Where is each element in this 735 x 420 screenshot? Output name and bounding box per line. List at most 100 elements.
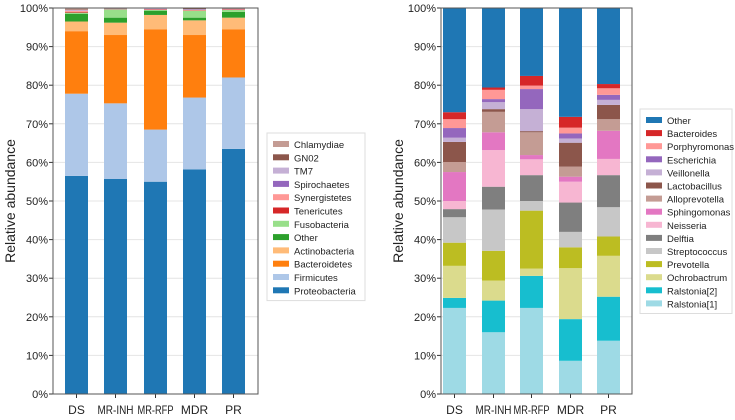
x-tick-label: MDR (181, 403, 209, 417)
bar-segment-fusobacteria (222, 9, 245, 12)
y-tick-label: 60% (414, 157, 436, 169)
bar-segment-alloprevotella (443, 162, 466, 173)
bar-segment-delftia (443, 209, 466, 218)
bar-segment-other (520, 8, 543, 76)
bar-segment-other (65, 13, 88, 22)
bar-segment-neisseria (443, 201, 466, 210)
bar-segment-sphingomonas (597, 130, 620, 159)
legend-label: Ralstonia[2] (667, 286, 717, 297)
legend-label: Streptococcus (667, 247, 727, 258)
bar-segment-bacteroidetes (222, 29, 245, 78)
legend-label: Lactobacillus (667, 182, 722, 193)
bar-segment-neisseria (520, 159, 543, 176)
bar-segment-ochrobactrum (482, 280, 505, 301)
bar-segment-lactobacillus (520, 131, 543, 133)
bar-segment-other (443, 8, 466, 113)
y-tick-label: 60% (26, 157, 48, 169)
legend-label: Firmicutes (294, 273, 338, 284)
bar-segment-gn02 (183, 8, 206, 10)
bar-segment-bacteroides (559, 116, 582, 128)
legend-label: Tenericutes (294, 207, 343, 218)
legend-label: Porphyromonas (667, 142, 734, 153)
bar-segment-streptococcus (559, 231, 582, 248)
x-tick-label: DS (68, 403, 85, 417)
legend-label: Actinobacteria (294, 246, 355, 257)
bar-segment-streptococcus (443, 217, 466, 243)
bar-segment-fusobacteria (183, 10, 206, 18)
bar-segment-proteobacteria (222, 148, 245, 394)
plot-frame (440, 7, 633, 395)
bar-segment-porphyromonas (443, 119, 466, 129)
legend-label: Fusobacteria (294, 220, 350, 231)
bar-segment-escherichia (597, 94, 620, 100)
bar-segment-delftia (520, 175, 543, 201)
y-tick-label: 20% (414, 312, 436, 324)
legend-label: Bacteroidetes (294, 260, 352, 271)
bar-segment-ralstonia-2- (559, 319, 582, 361)
y-axis-label: Relative abundance (2, 139, 18, 263)
legend-swatch (273, 274, 289, 280)
legend-swatch (646, 130, 662, 137)
y-tick-label: 0% (32, 389, 48, 401)
y-tick-label: 0% (420, 389, 436, 401)
bar-segment-lactobacillus (597, 104, 620, 120)
legend: Other Bacteroides Porphyromonas Escherichia… (639, 108, 734, 314)
bar-segment-lactobacillus (559, 142, 582, 167)
legend-swatch (273, 207, 289, 214)
bar-segment-ochrobactrum (559, 268, 582, 320)
bar-segment-porphyromonas (482, 89, 505, 100)
legend-swatch (273, 154, 289, 161)
legend-swatch (273, 167, 289, 174)
legend-label: Neisseria (667, 221, 707, 232)
bar-segment-streptococcus (520, 201, 543, 211)
legend-swatch (646, 261, 662, 268)
legend-label: Alloprevotella (667, 195, 725, 206)
bar-segment-ralstonia-2- (443, 297, 466, 308)
bar-segment-delftia (482, 186, 505, 210)
bar-segment-bacteroides (443, 112, 466, 120)
y-tick-label: 10% (414, 350, 436, 362)
y-tick-label: 100% (20, 3, 48, 15)
y-tick-label: 30% (26, 273, 48, 285)
legend-swatch (273, 260, 289, 267)
bar-segment-bacteroides (597, 84, 620, 89)
y-tick-label: 20% (26, 312, 48, 324)
legend-swatch (646, 221, 662, 228)
x-tick-label: MR-RFP (514, 403, 550, 417)
bar-segment-actinobacteria (183, 20, 206, 36)
bar-segment-actinobacteria (104, 22, 127, 36)
legend-swatch (273, 234, 289, 241)
bar-segment-veillonella (597, 99, 620, 105)
bar-segment-bacteroidetes (104, 35, 127, 104)
x-tick-label: MR-RFP (138, 403, 174, 417)
y-tick-label: 70% (26, 119, 48, 131)
bar-segment-proteobacteria (104, 178, 127, 394)
legend-swatch (646, 208, 662, 215)
legend-label: Veillonella (667, 168, 710, 179)
legend-label: GN02 (294, 153, 319, 164)
bar-segment-bacteroides (482, 87, 505, 90)
legend-swatch (646, 182, 662, 189)
legend-swatch (646, 195, 662, 202)
bar-segment-ralstonia-1- (559, 360, 582, 394)
bar-segment-porphyromonas (559, 127, 582, 134)
bar-segment-veillonella (443, 137, 466, 142)
bar-segment-firmicutes (144, 129, 167, 182)
bar-segment-alloprevotella (559, 166, 582, 177)
legend-swatch (646, 234, 662, 241)
bar-segment-other (222, 11, 245, 18)
legend-label: Bacteroides (667, 129, 717, 140)
legend-swatch (646, 156, 662, 163)
bar-segment-chlamydiae (65, 8, 88, 10)
bar-segment-prevotella (520, 210, 543, 269)
bar-segment-proteobacteria (183, 169, 206, 394)
plot-frame (52, 7, 259, 395)
legend-swatch (646, 143, 662, 150)
legend-label: Spirochaetes (294, 180, 350, 191)
bar-segment-ralstonia-1- (520, 307, 543, 394)
bar-segment-actinobacteria (222, 17, 245, 30)
bar-segment-other (597, 8, 620, 85)
y-tick-label: 40% (414, 235, 436, 247)
bar-segment-other (482, 8, 505, 88)
y-axis-label: Relative abundance (390, 139, 406, 263)
